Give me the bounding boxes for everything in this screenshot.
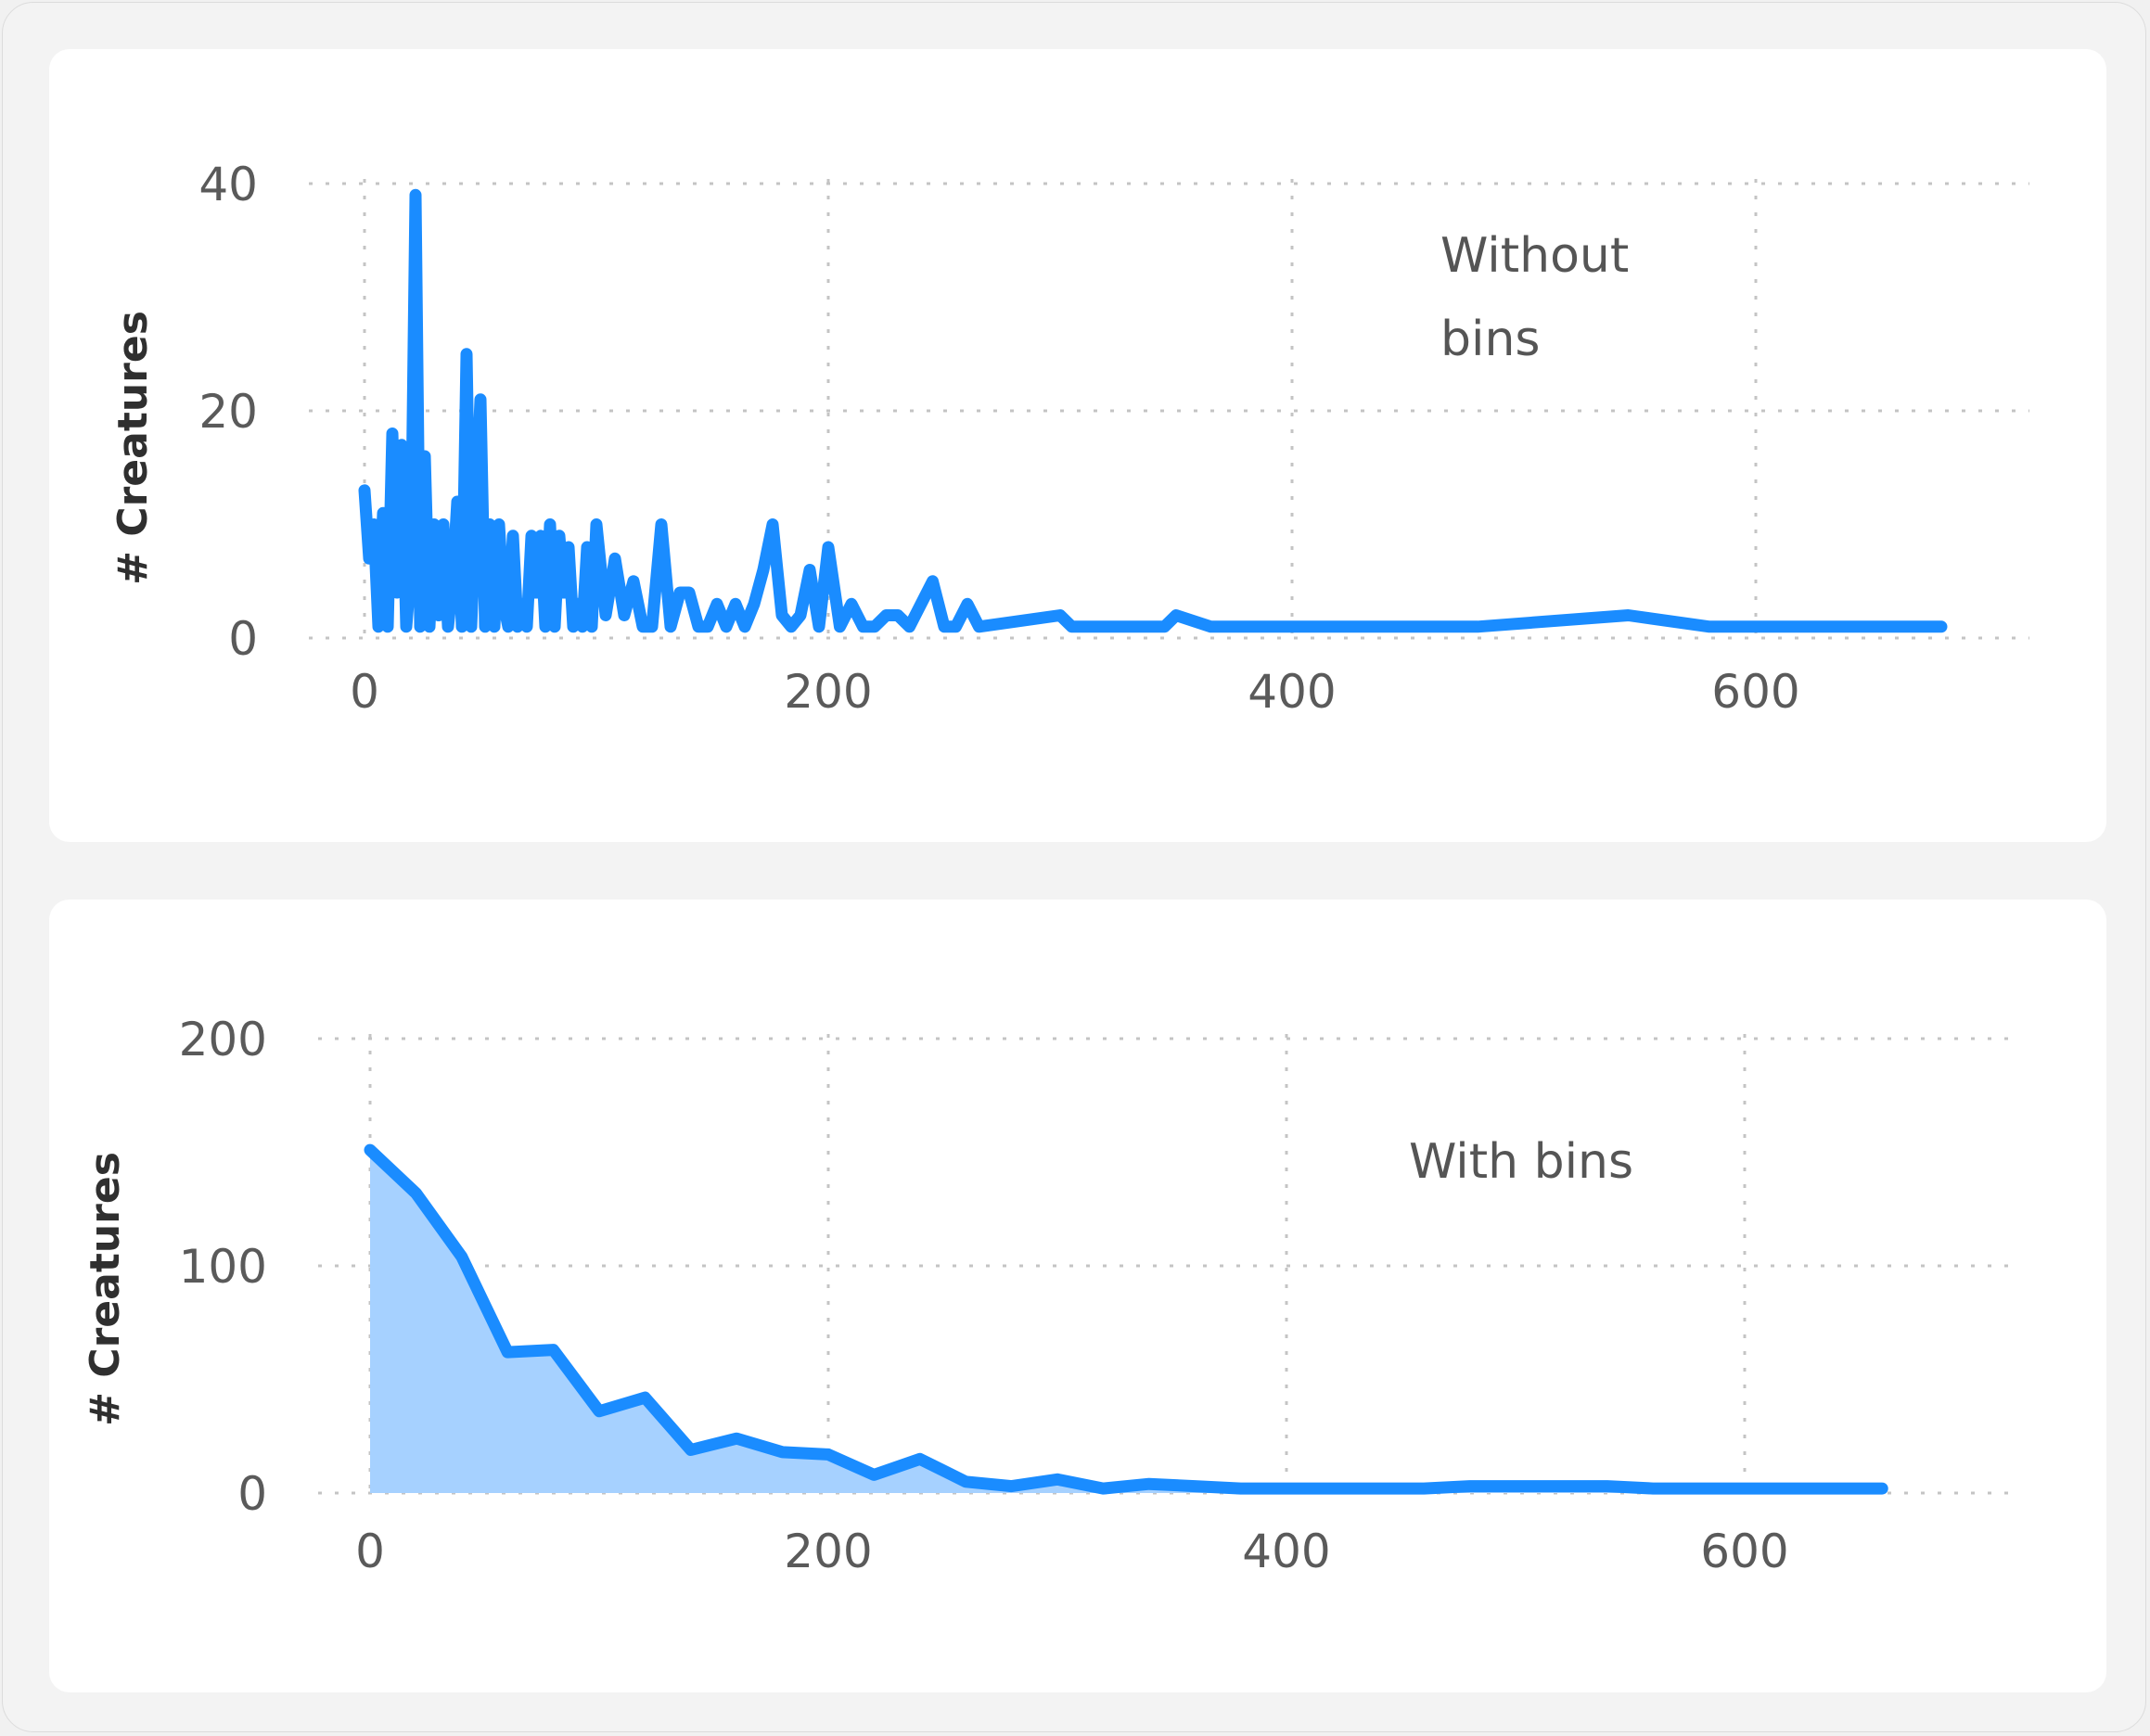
y-axis-label: # Creatures: [109, 311, 157, 585]
y-tick-label: 0: [237, 1467, 267, 1521]
series-line: [364, 1143, 1888, 1495]
y-axis-label: # Creatures: [82, 1152, 129, 1426]
y-tick-label: 0: [228, 612, 258, 666]
series-layer: [358, 188, 1948, 633]
x-tick-label: 0: [350, 665, 379, 719]
y-tick-label: 200: [179, 1013, 267, 1066]
x-tick-label: 0: [355, 1525, 385, 1578]
annotation-line-1: With bins: [1409, 1134, 1633, 1190]
x-tick-label: 600: [1711, 665, 1799, 719]
chart-card-with-bins: # Creatures 0 100 200 0 200 400 600 With bins: [49, 900, 2106, 1692]
y-tick-labels: 0 20 40: [198, 158, 258, 666]
y-tick-label: 100: [179, 1240, 267, 1294]
x-tick-label: 400: [1248, 665, 1336, 719]
area-chart-with-bins: # Creatures 0 100 200 0 200 400 600 With bins: [82, 1013, 2016, 1578]
y-tick-label: 20: [198, 385, 258, 439]
y-tick-labels: 0 100 200: [179, 1013, 267, 1521]
chart-card-without-bins: # Creatures 0 20 40 0 200 400 600 Without bin…: [49, 49, 2106, 842]
annotation-line-2: bins: [1440, 312, 1541, 367]
x-tick-label: 600: [1700, 1525, 1788, 1578]
x-tick-label: 400: [1242, 1525, 1330, 1578]
series-area-fill: [370, 1150, 1883, 1493]
y-tick-label: 40: [198, 158, 258, 211]
grid-lines: [309, 179, 2029, 640]
series-line: [358, 188, 1948, 633]
x-tick-labels: 0 200 400 600: [355, 1525, 1789, 1578]
x-tick-label: 200: [784, 1525, 872, 1578]
series-layer: [364, 1143, 1888, 1495]
line-chart-without-bins: # Creatures 0 20 40 0 200 400 600 Without bin…: [109, 158, 2029, 719]
x-tick-labels: 0 200 400 600: [350, 665, 1800, 719]
annotation-line-1: Without: [1440, 228, 1629, 284]
x-tick-label: 200: [784, 665, 872, 719]
